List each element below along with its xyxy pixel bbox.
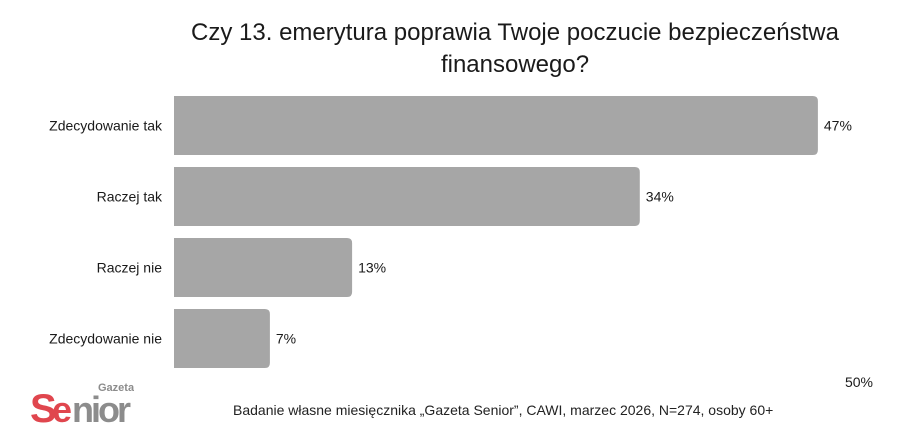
category-label: Zdecydowanie tak (49, 118, 163, 134)
value-label: 47% (824, 118, 852, 134)
gazeta-senior-logo: S e nior Gazeta (30, 382, 134, 426)
category-label: Raczej tak (97, 189, 163, 205)
bar-3 (174, 309, 270, 368)
value-label: 13% (358, 260, 386, 276)
x-tick-label: 50% (845, 374, 873, 390)
bar-2 (174, 238, 353, 297)
category-label: Zdecydowanie nie (49, 331, 162, 347)
value-label: 7% (276, 331, 296, 347)
value-label: 34% (646, 189, 674, 205)
bar-0 (174, 96, 818, 155)
svg-text:e: e (52, 389, 71, 426)
svg-text:nior: nior (72, 389, 131, 426)
category-label: Raczej nie (97, 260, 163, 276)
chart-title: Czy 13. emerytura poprawia Twoje poczuci… (191, 19, 839, 78)
svg-text:Gazeta: Gazeta (98, 382, 134, 394)
source-note: Badanie własne miesięcznika „Gazeta Seni… (233, 402, 774, 418)
bar-1 (174, 167, 640, 226)
